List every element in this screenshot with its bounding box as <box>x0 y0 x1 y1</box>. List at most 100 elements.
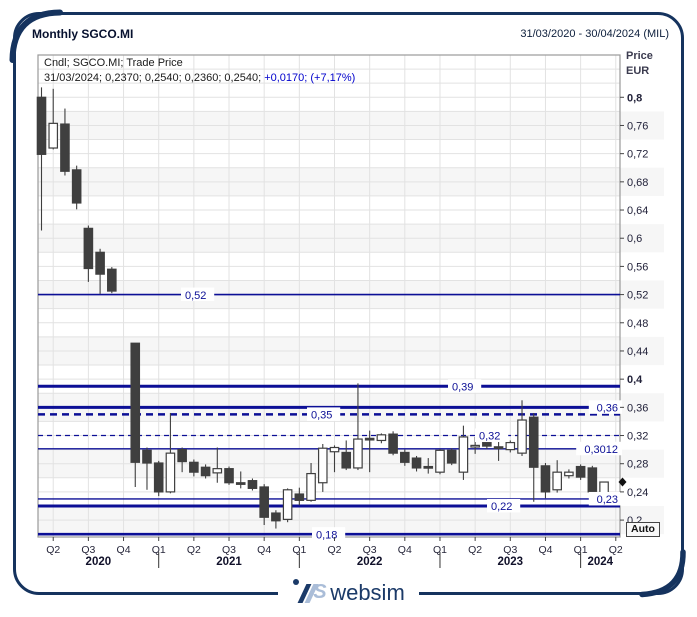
price-level-label: 0,36 <box>597 403 618 415</box>
candle-body <box>282 489 293 520</box>
candle-body <box>60 123 70 172</box>
year-label: 2021 <box>216 556 242 568</box>
candle-body <box>575 465 586 478</box>
candle-body <box>153 462 164 493</box>
y-tick-label: 0,4 <box>627 374 643 386</box>
legend-change-values: +0,0170; (+7,17%) <box>264 72 356 84</box>
y-axis-unit-eur: EUR <box>626 65 650 77</box>
candle-body <box>200 466 211 477</box>
x-tick-label: Q1 <box>574 544 588 556</box>
x-tick-label: Q4 <box>538 544 552 556</box>
brand-name: websim <box>330 580 405 605</box>
x-tick-label: Q4 <box>117 544 131 556</box>
x-tick-label: Q2 <box>609 544 623 556</box>
auto-scale-button[interactable]: Auto <box>626 522 660 537</box>
price-level-label-bg <box>448 379 482 393</box>
price-level-label-bg <box>576 441 622 456</box>
y-tick-label: 0,24 <box>627 487 648 499</box>
price-level-label-bg <box>181 287 215 302</box>
x-tick-label: Q3 <box>222 544 236 556</box>
price-level-label: 0,22 <box>491 501 512 513</box>
websim-logo: S websim <box>278 577 419 607</box>
price-level-label-bg <box>588 491 622 506</box>
price-level-label: 0,35 <box>311 410 332 422</box>
y-axis-title-price: Price <box>626 50 653 62</box>
frame-corner-flourish-topleft <box>9 9 63 63</box>
candle-body <box>353 438 363 469</box>
candle-body <box>259 486 269 518</box>
candle-body <box>130 342 141 463</box>
candle-body <box>552 471 562 491</box>
candle-body <box>107 268 117 292</box>
price-level-label-bg <box>475 428 509 443</box>
candle-body <box>423 465 434 469</box>
candle-body <box>364 437 375 441</box>
last-price-marker <box>618 477 627 487</box>
candle-body <box>177 449 187 463</box>
candle-body <box>189 461 199 473</box>
price-level-label-bg <box>487 498 521 513</box>
y-tick-label: 0,28 <box>627 459 648 471</box>
candle-body <box>247 480 258 489</box>
y-tick-label: 0,52 <box>627 290 648 302</box>
candle-body <box>493 446 504 450</box>
candle-body <box>306 472 316 501</box>
candle-body <box>376 434 387 442</box>
candle-body <box>48 122 59 149</box>
candle-body <box>435 449 445 473</box>
x-tick-label: Q2 <box>46 544 60 556</box>
candle-body <box>411 457 422 469</box>
candle-body <box>36 96 47 155</box>
candle-body <box>83 227 94 270</box>
candle-body <box>341 451 352 469</box>
candle-body <box>505 441 516 451</box>
y-tick-label: 0,6 <box>627 233 642 245</box>
x-tick-label: Q3 <box>503 544 517 556</box>
candle-body <box>317 447 328 484</box>
frame-corner-flourish-bottomright <box>639 549 686 598</box>
candle-body <box>388 433 398 454</box>
year-label: 2024 <box>588 556 614 568</box>
y-tick-label: 0,36 <box>627 402 648 414</box>
price-level-label-bg <box>588 400 622 414</box>
candle-body <box>587 467 598 493</box>
x-tick-label: Q3 <box>81 544 95 556</box>
candle-body <box>142 449 152 464</box>
price-level-label-bg <box>312 527 346 541</box>
year-label: 2022 <box>357 556 383 568</box>
footer-brand-row: S websim <box>0 577 697 607</box>
x-tick-label: Q2 <box>187 544 201 556</box>
x-tick-label: Q1 <box>292 544 306 556</box>
y-tick-label: 0,76 <box>627 120 648 132</box>
candle-body <box>470 444 480 448</box>
candle-body <box>458 436 469 473</box>
y-tick-label: 0,68 <box>627 177 648 189</box>
legend-series-line: Cndl; SGCO.MI; Trade Price <box>44 57 183 69</box>
year-label: 2020 <box>86 556 112 568</box>
x-tick-label: Q3 <box>363 544 377 556</box>
price-level-label: 0,23 <box>597 494 618 506</box>
price-level-label: 0,39 <box>452 381 473 393</box>
chart-legend: Cndl; SGCO.MI; Trade Price 31/03/2024; 0… <box>44 56 355 86</box>
date-range-label: 31/03/2020 - 30/04/2024 (MIL) <box>520 28 669 40</box>
year-label: 2023 <box>498 556 524 568</box>
legend-ohlc-values: 31/03/2024; 0,2370; 0,2540; 0,2360; 0,25… <box>44 72 265 84</box>
legend-values-line: 31/03/2024; 0,2370; 0,2540; 0,2360; 0,25… <box>44 71 355 86</box>
candle-body <box>517 419 527 454</box>
candle-body <box>528 416 539 468</box>
candle-body <box>271 512 281 522</box>
candle-body <box>212 468 223 474</box>
x-tick-label: Q1 <box>433 544 447 556</box>
x-tick-label: Q1 <box>152 544 166 556</box>
x-tick-label: Q4 <box>398 544 412 556</box>
price-level-label: 0,18 <box>316 529 337 541</box>
candle-body <box>165 452 176 493</box>
candle-body <box>446 449 457 464</box>
page-title: Monthly SGCO.MI <box>32 27 134 41</box>
price-level-label: 0,32 <box>479 431 500 443</box>
websim-mark-icon: S <box>292 577 327 607</box>
x-tick-label: Q4 <box>257 544 271 556</box>
y-tick-label: 0,8 <box>627 92 642 104</box>
